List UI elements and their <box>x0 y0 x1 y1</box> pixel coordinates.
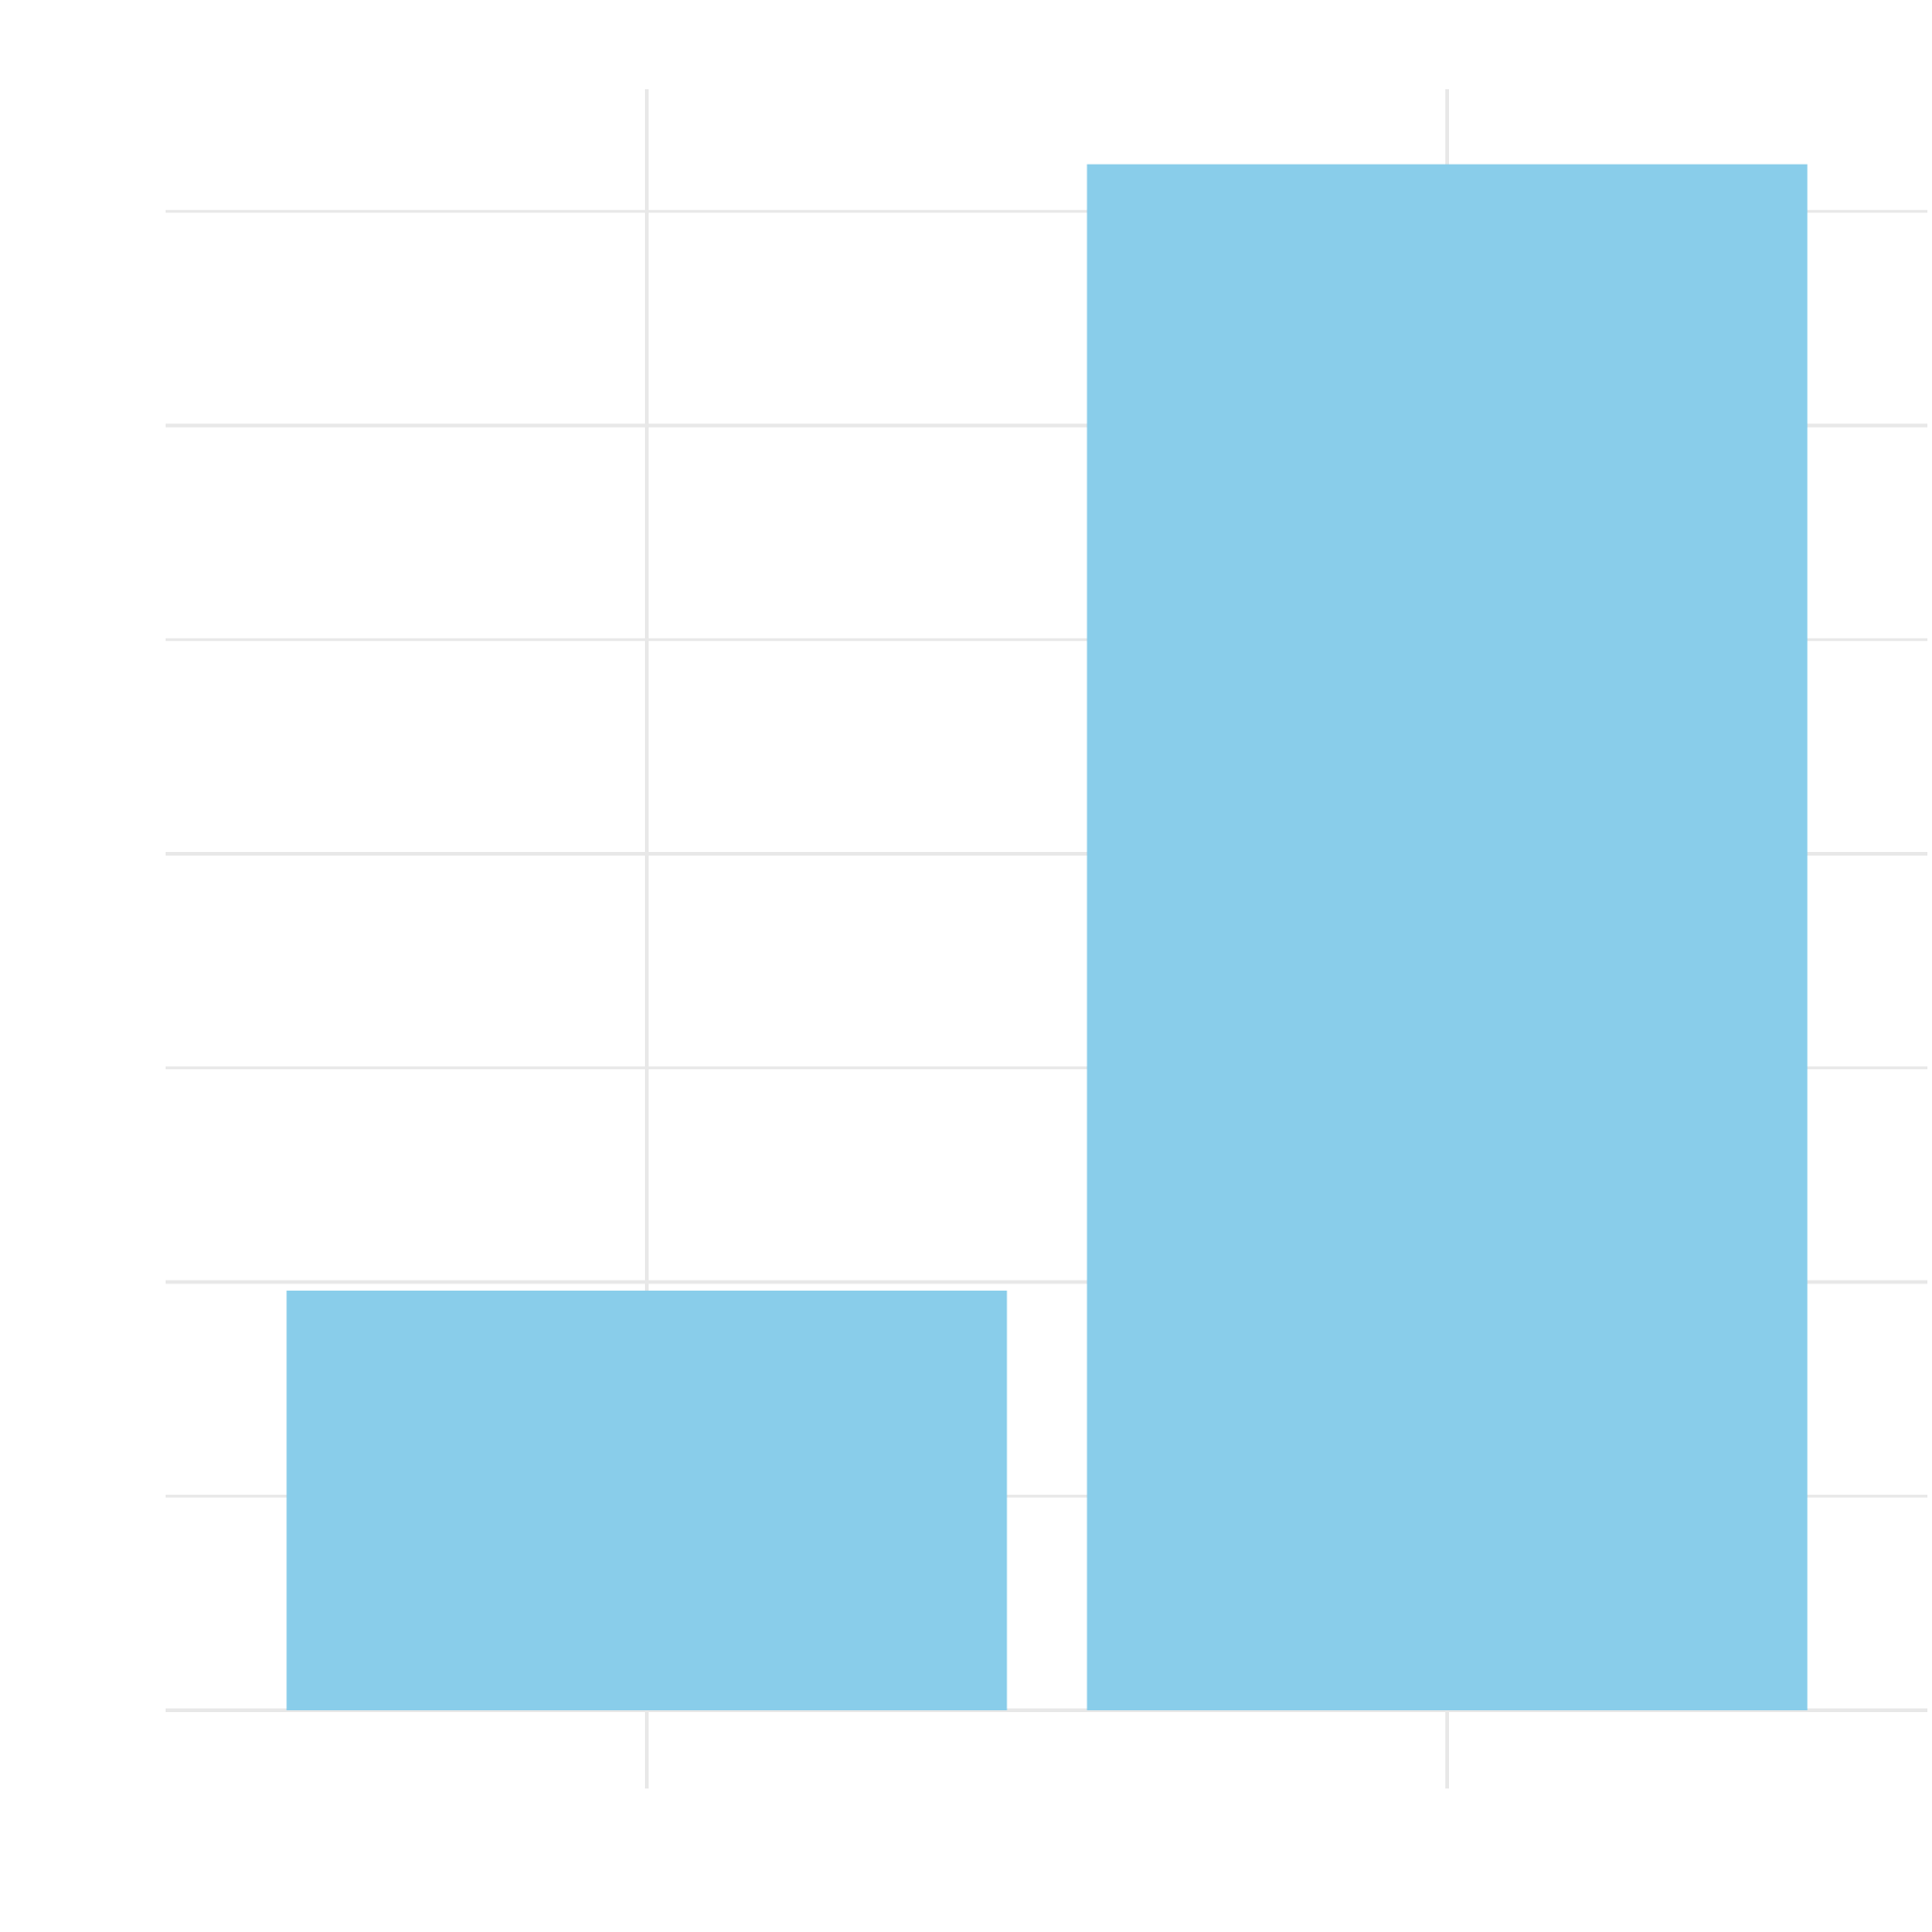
bar-2 <box>1087 164 1808 1710</box>
bar-1 <box>286 1290 1007 1710</box>
bars <box>286 164 1808 1710</box>
